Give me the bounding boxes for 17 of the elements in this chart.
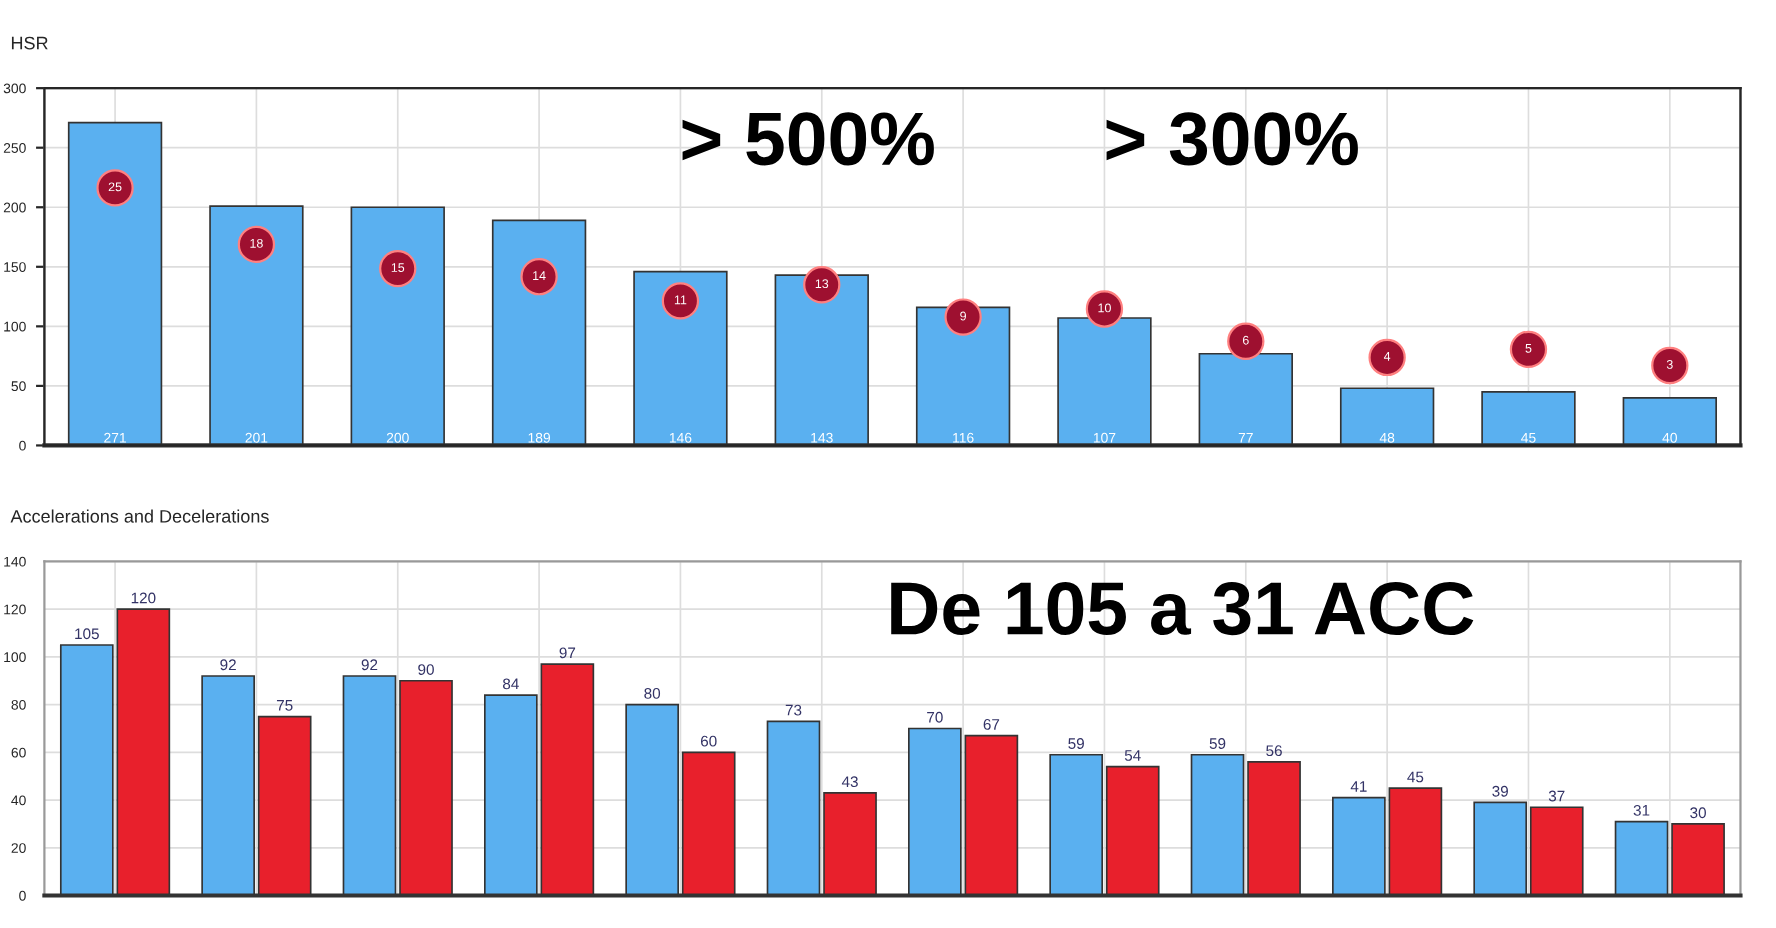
point	[1227, 322, 1265, 360]
point	[520, 258, 558, 296]
point	[944, 298, 982, 336]
annotation: > 500%	[682, 112, 934, 166]
chart-title: Accelerations and Decelerations	[10, 509, 269, 523]
point	[803, 266, 841, 304]
annotation: De 105 a 31 ACC	[891, 581, 1474, 636]
point	[1651, 346, 1689, 385]
point	[661, 282, 700, 320]
point	[237, 225, 276, 264]
point	[1368, 338, 1406, 377]
point	[1509, 330, 1548, 369]
annotation: > 300%	[1106, 112, 1358, 166]
point	[1085, 290, 1124, 328]
chart-title: HSR	[11, 36, 48, 50]
point	[379, 249, 417, 288]
point	[96, 169, 134, 207]
